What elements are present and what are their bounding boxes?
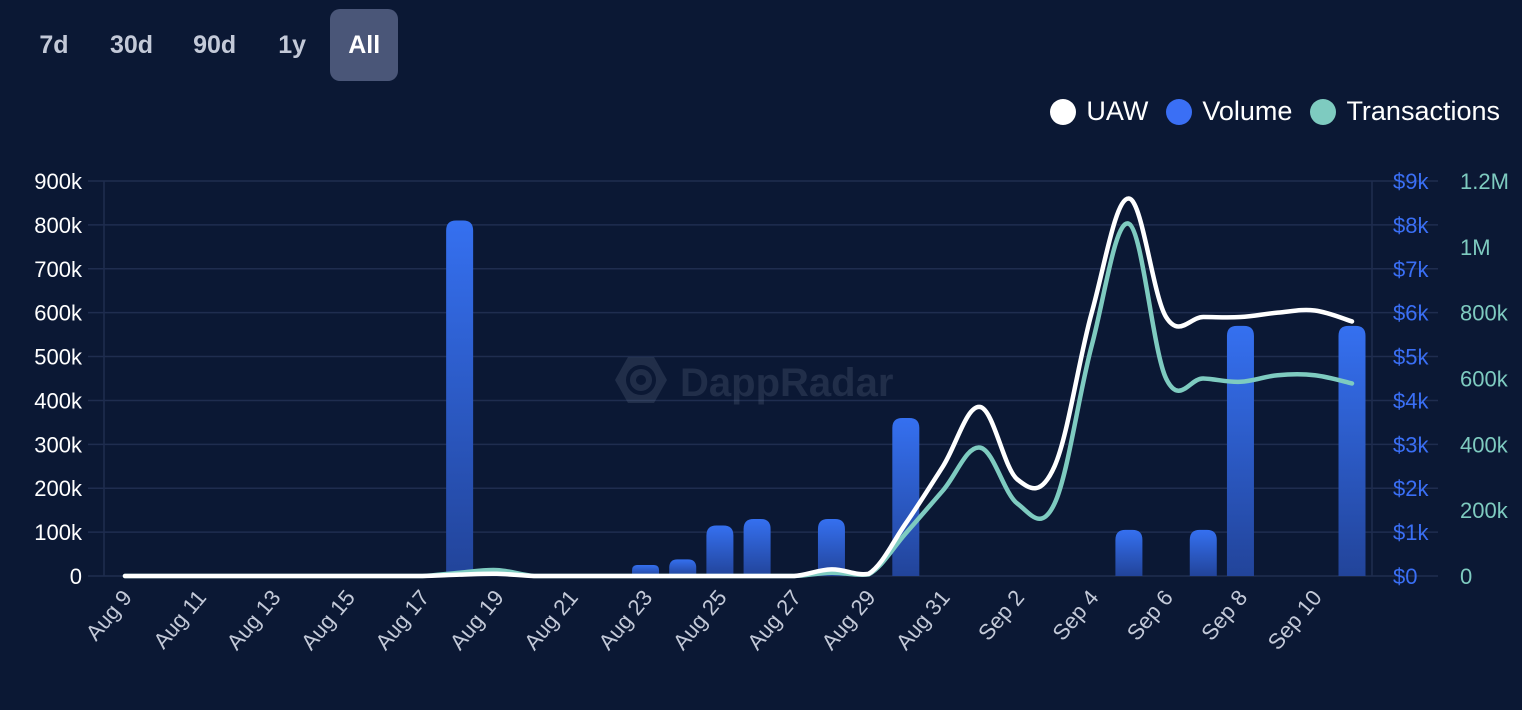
date-tick-label: Aug 19: [445, 585, 509, 654]
uaw-tick-label: 400k: [34, 388, 83, 413]
radar-logo-icon: [615, 357, 667, 403]
legend-item-transactions[interactable]: Transactions: [1310, 96, 1500, 127]
volume-bars: [446, 220, 1366, 576]
uaw-tick-label: 700k: [34, 257, 83, 282]
date-tick-label: Aug 29: [816, 585, 880, 654]
volume-bar: [1226, 325, 1254, 576]
volume-tick-label: $5k: [1393, 345, 1429, 370]
volume-bar: [706, 525, 734, 576]
tab-all[interactable]: All: [330, 9, 399, 81]
volume-tick-label: $4k: [1393, 388, 1429, 413]
volume-bar: [632, 565, 660, 576]
volume-bar: [892, 418, 920, 576]
transactions-dot-icon: [1310, 98, 1337, 125]
volume-tick-label: $7k: [1393, 257, 1429, 282]
volume-tick-label: $0: [1393, 564, 1417, 589]
volume-bar: [817, 518, 845, 576]
date-tick-label: Aug 27: [742, 585, 806, 654]
uaw-tick-label: 600k: [34, 301, 83, 326]
tab-1y[interactable]: 1y: [278, 30, 307, 59]
date-tick-label: Aug 23: [593, 585, 657, 654]
volume-bar: [669, 559, 697, 576]
date-tick-label: Aug 21: [519, 585, 583, 654]
volume-tick-label: $2k: [1393, 476, 1429, 501]
volume-bar: [446, 220, 474, 576]
time-range-tabs: 7d 30d 90d 1y All: [20, 9, 399, 81]
volume-bar: [1338, 325, 1366, 576]
date-tick-label: Aug 25: [668, 585, 732, 654]
transactions-axis: 0 200k 400k 600k 800k 1M 1.2M: [1460, 169, 1509, 589]
legend-label-transactions: Transactions: [1346, 96, 1500, 126]
transactions-tick-label: 200k: [1460, 498, 1509, 523]
date-tick-label: Aug 17: [370, 585, 434, 654]
date-tick-label: Aug 9: [81, 585, 137, 645]
volume-axis: $0 $1k $2k $3k $4k $5k $6k $7k $8k $9k: [1393, 169, 1429, 589]
transactions-tick-label: 400k: [1460, 432, 1509, 457]
date-tick-label: Aug 11: [148, 585, 211, 653]
series-lines: [122, 196, 1355, 579]
uaw-axis: 0 100k 200k 300k 400k 500k 600k 700k 800k 900k: [34, 169, 83, 589]
volume-tick-label: $6k: [1393, 301, 1429, 326]
legend-item-uaw[interactable]: UAW: [1050, 96, 1148, 127]
tab-30d[interactable]: 30d: [110, 30, 154, 59]
legend-label-volume: Volume: [1202, 96, 1293, 126]
uaw-tick-label: 300k: [34, 432, 83, 457]
uaw-tick-label: 900k: [34, 169, 83, 194]
transactions-tick-label: 0: [1460, 564, 1472, 589]
transactions-tick-label: 1.2M: [1460, 169, 1509, 194]
transactions-tick-label: 1M: [1460, 235, 1491, 260]
uaw-tick-label: 500k: [34, 345, 83, 370]
date-tick-label: Aug 13: [222, 585, 286, 654]
legend-item-volume[interactable]: Volume: [1166, 96, 1292, 127]
uaw-tick-label: 200k: [34, 476, 83, 501]
uaw-line: [122, 196, 1355, 579]
volume-bar: [1189, 529, 1217, 576]
legend-label-uaw: UAW: [1086, 96, 1149, 126]
date-tick-label: Aug 31: [891, 585, 955, 654]
uaw-tick-label: 0: [70, 564, 82, 589]
volume-bar: [743, 518, 771, 576]
volume-tick-label: $3k: [1393, 432, 1429, 457]
volume-bar: [1115, 529, 1143, 576]
date-tick-label: Sep 8: [1196, 585, 1252, 645]
uaw-dot-icon: [1050, 98, 1077, 125]
date-tick-label: Aug 15: [296, 585, 360, 654]
watermark-text: DappRadar: [680, 361, 893, 405]
volume-dot-icon: [1166, 98, 1193, 125]
date-tick-label: Sep 10: [1263, 585, 1327, 654]
date-tick-label: Sep 2: [973, 585, 1029, 645]
volume-tick-label: $1k: [1393, 520, 1429, 545]
volume-tick-label: $8k: [1393, 213, 1429, 238]
uaw-tick-label: 100k: [34, 520, 83, 545]
dappradar-watermark: DappRadar: [615, 357, 893, 405]
date-axis: Aug 9 Aug 11 Aug 13 Aug 15 Aug 17 Aug 19 Aug 2…: [81, 585, 1327, 654]
transactions-tick-label: 600k: [1460, 367, 1509, 392]
tab-90d[interactable]: 90d: [193, 30, 237, 59]
volume-tick-label: $9k: [1393, 169, 1429, 194]
transactions-tick-label: 800k: [1460, 301, 1509, 326]
uaw-tick-label: 800k: [34, 213, 83, 238]
date-tick-label: Sep 6: [1122, 585, 1178, 645]
tab-7d[interactable]: 7d: [39, 30, 69, 59]
date-tick-label: Sep 4: [1047, 585, 1103, 645]
chart-legend: UAW Volume Transactions: [1050, 96, 1500, 127]
